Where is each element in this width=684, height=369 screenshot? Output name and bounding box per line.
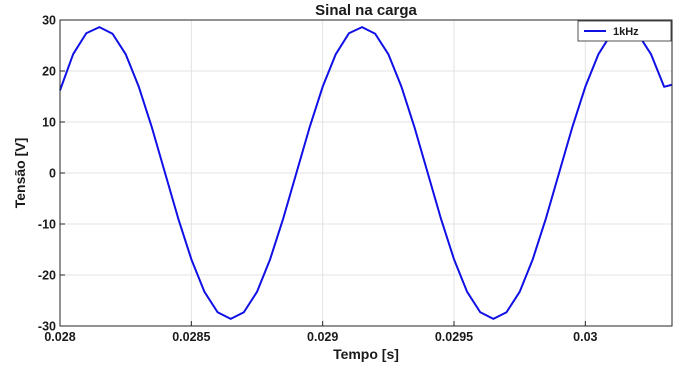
y-tick-label: 0 bbox=[49, 167, 56, 181]
x-tick-label: 0.0295 bbox=[435, 330, 473, 344]
x-tick-label: 0.0285 bbox=[172, 330, 210, 344]
y-tick-labels: 30 20 10 0 -10 -20 -30 bbox=[38, 14, 65, 334]
y-tick-label: -20 bbox=[38, 269, 56, 283]
y-tick-label: 10 bbox=[42, 116, 56, 130]
series-layer bbox=[59, 26, 673, 320]
y-tick-label: 30 bbox=[42, 14, 56, 28]
x-tick-label: 0.028 bbox=[44, 330, 75, 344]
legend: 1kHz bbox=[577, 20, 672, 42]
x-tick-label: 0.03 bbox=[573, 330, 597, 344]
y-tick-label: -30 bbox=[38, 320, 56, 334]
x-tick-labels: 0.028 0.0285 0.029 0.0295 0.03 bbox=[44, 321, 598, 344]
legend-label: 1kHz bbox=[613, 26, 639, 38]
x-tick-label: 0.029 bbox=[307, 330, 338, 344]
y-tick-label: 20 bbox=[42, 65, 56, 79]
legend-box bbox=[577, 20, 672, 42]
y-tick-label: -10 bbox=[38, 218, 56, 232]
y-axis-label: Tensão [V] bbox=[12, 138, 28, 209]
x-axis-label: Tempo [s] bbox=[333, 346, 399, 362]
series-line-1khz bbox=[59, 26, 673, 320]
chart-title: Sinal na carga bbox=[315, 2, 417, 19]
